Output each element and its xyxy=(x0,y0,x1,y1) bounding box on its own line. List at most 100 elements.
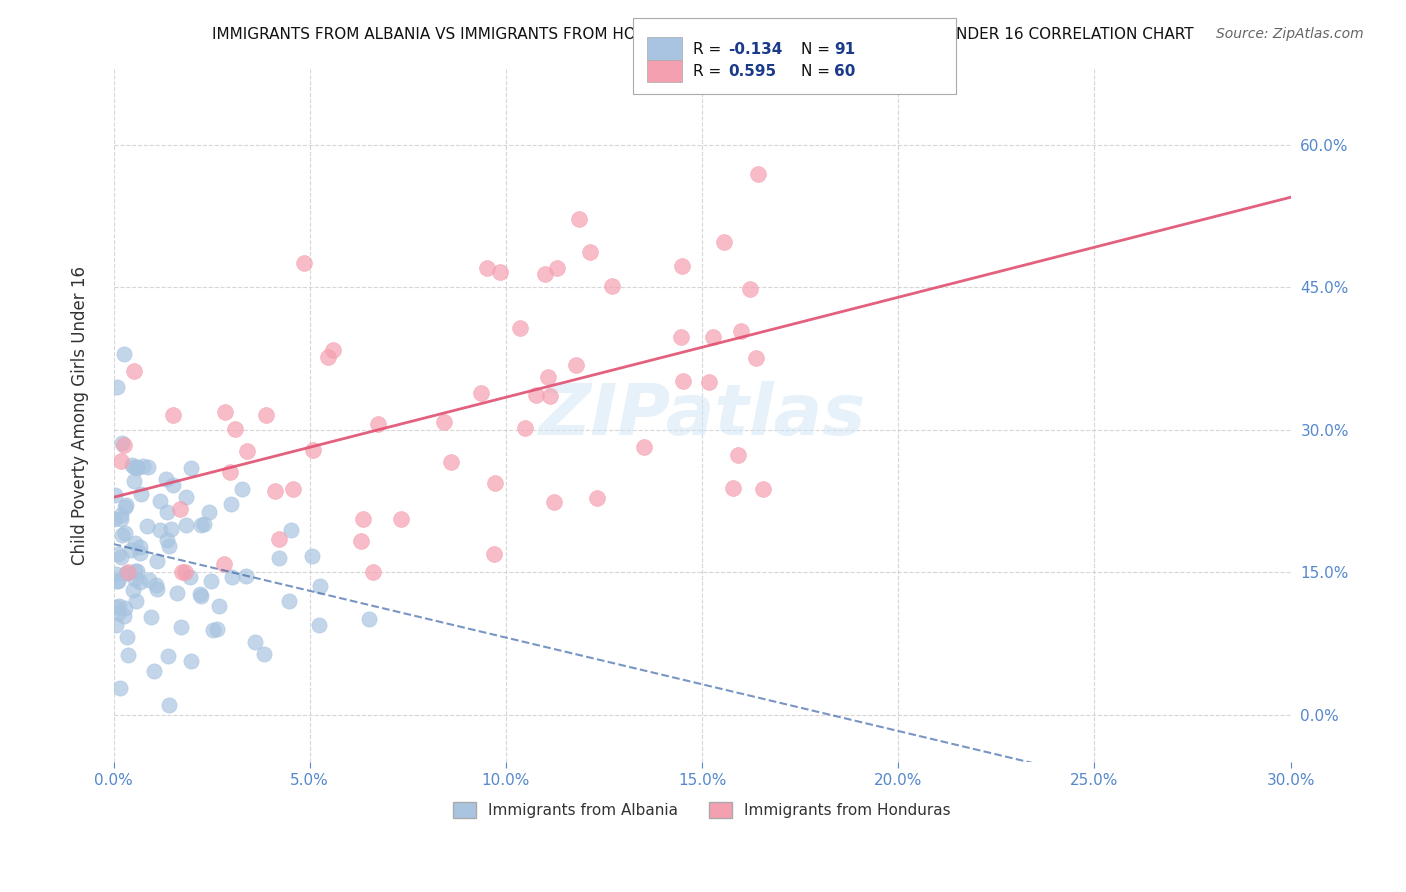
Point xyxy=(524,388,547,402)
Point xyxy=(263,483,285,498)
Point xyxy=(180,461,202,475)
Point xyxy=(138,573,160,587)
Point xyxy=(145,578,167,592)
Point xyxy=(308,618,330,632)
Point xyxy=(361,566,384,580)
Point xyxy=(117,566,139,580)
Point xyxy=(727,448,749,462)
Point xyxy=(470,386,492,401)
Point xyxy=(585,491,607,506)
Point xyxy=(534,267,557,281)
Point xyxy=(112,609,135,624)
Y-axis label: Child Poverty Among Girls Under 16: Child Poverty Among Girls Under 16 xyxy=(72,266,89,565)
Point xyxy=(235,569,257,583)
Point xyxy=(114,566,136,580)
Point xyxy=(104,488,127,502)
Point xyxy=(179,570,201,584)
Point xyxy=(489,265,512,279)
Point xyxy=(110,549,132,564)
Text: N =: N = xyxy=(801,64,835,78)
Point xyxy=(738,282,761,296)
Point xyxy=(301,549,323,563)
Point xyxy=(111,436,134,450)
Point xyxy=(108,599,131,613)
Point xyxy=(122,474,145,488)
Point xyxy=(475,260,498,275)
Point xyxy=(173,566,195,580)
Point xyxy=(110,511,132,525)
Point xyxy=(105,600,128,615)
Point xyxy=(111,527,134,541)
Point xyxy=(129,540,152,554)
Point xyxy=(672,375,695,389)
Point xyxy=(484,476,506,491)
Text: R =: R = xyxy=(693,64,727,78)
Point xyxy=(212,558,235,572)
Text: -0.134: -0.134 xyxy=(728,42,783,56)
Text: ZIPatlas: ZIPatlas xyxy=(538,381,866,450)
Point xyxy=(730,324,752,338)
Point xyxy=(125,459,148,474)
Point xyxy=(107,547,129,561)
Text: R =: R = xyxy=(693,42,727,56)
Point xyxy=(254,408,277,422)
Point xyxy=(568,211,591,226)
Point xyxy=(149,523,172,537)
Point xyxy=(208,599,231,614)
Point xyxy=(602,278,624,293)
Point xyxy=(128,546,150,560)
Point xyxy=(124,565,146,579)
Point xyxy=(169,502,191,516)
Point xyxy=(105,566,128,581)
Legend: Immigrants from Albania, Immigrants from Honduras: Immigrants from Albania, Immigrants from… xyxy=(447,796,957,824)
Point xyxy=(174,517,197,532)
Point xyxy=(190,586,212,600)
Point xyxy=(352,512,374,526)
Point xyxy=(117,648,139,662)
Point xyxy=(713,235,735,250)
Point xyxy=(702,330,724,344)
Point xyxy=(156,505,179,519)
Point xyxy=(124,594,146,608)
Point xyxy=(125,565,148,579)
Point xyxy=(104,618,127,632)
Point xyxy=(669,330,692,344)
Point xyxy=(174,490,197,504)
Point xyxy=(114,500,136,514)
Point xyxy=(546,261,568,276)
Point xyxy=(578,245,600,260)
Point xyxy=(280,523,302,537)
Point xyxy=(103,512,125,526)
Point xyxy=(105,574,128,588)
Point xyxy=(671,259,693,273)
Point xyxy=(107,606,129,620)
Text: IMMIGRANTS FROM ALBANIA VS IMMIGRANTS FROM HONDURAS CHILD POVERTY AMONG GIRLS UN: IMMIGRANTS FROM ALBANIA VS IMMIGRANTS FR… xyxy=(212,27,1194,42)
Point xyxy=(292,256,315,270)
Point xyxy=(170,620,193,634)
Point xyxy=(170,566,193,580)
Point xyxy=(160,522,183,536)
Point xyxy=(697,375,720,389)
Point xyxy=(190,589,212,603)
Point xyxy=(537,370,560,384)
Point xyxy=(166,586,188,600)
Text: 91: 91 xyxy=(834,42,855,56)
Point xyxy=(129,487,152,501)
Point xyxy=(110,454,132,468)
Point xyxy=(128,574,150,589)
Point xyxy=(115,630,138,644)
Point xyxy=(124,572,146,586)
Point xyxy=(200,574,222,588)
Point xyxy=(236,443,259,458)
Point xyxy=(127,461,149,475)
Point xyxy=(433,415,456,429)
Point xyxy=(269,532,291,546)
Point xyxy=(543,495,565,509)
Point xyxy=(180,654,202,668)
Point xyxy=(157,539,180,553)
Point xyxy=(135,519,157,533)
Point xyxy=(224,422,246,436)
Point xyxy=(316,351,339,365)
Point xyxy=(283,482,305,496)
Point xyxy=(107,380,129,394)
